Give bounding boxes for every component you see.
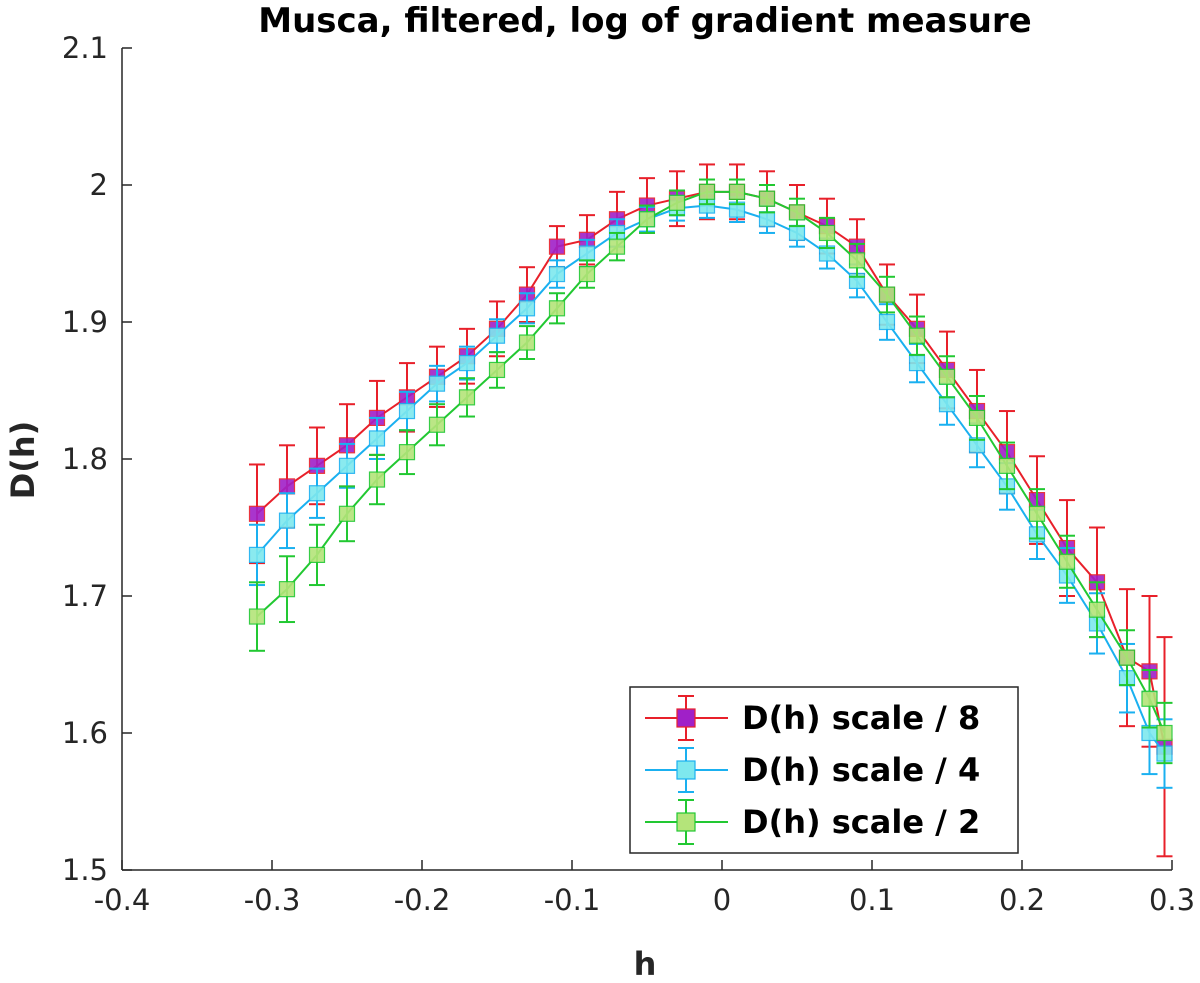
data-point (428, 375, 446, 392)
x-tick-label: -0.3 (244, 883, 301, 917)
data-point (458, 389, 476, 406)
data-point (968, 409, 986, 426)
y-tick-label: 1.9 (62, 305, 108, 339)
series-line (256, 204, 1166, 755)
data-point (248, 505, 266, 522)
data-point (848, 252, 866, 269)
y-tick-label: 1.6 (62, 716, 108, 750)
plot-area (248, 163, 1173, 858)
y-tick-label: 1.8 (62, 442, 108, 476)
x-axis-label: h (634, 945, 657, 983)
series-line (256, 190, 1166, 734)
data-point (728, 183, 746, 200)
data-point (608, 238, 626, 255)
data-point (788, 204, 806, 221)
data-point (398, 444, 416, 461)
data-point (1118, 649, 1136, 666)
x-tick-label: 0.2 (999, 883, 1045, 917)
data-point (428, 416, 446, 433)
data-point (908, 355, 926, 372)
data-point (1088, 601, 1106, 618)
data-point (458, 355, 476, 372)
data-point (548, 300, 566, 317)
data-point (998, 457, 1016, 474)
x-tick-label: -0.4 (94, 883, 151, 917)
data-point (578, 245, 596, 262)
data-point (938, 368, 956, 385)
data-point (548, 238, 566, 255)
data-point (698, 183, 716, 200)
data-point (758, 190, 776, 207)
data-point (1156, 724, 1173, 742)
legend-marker (676, 760, 696, 780)
data-point (278, 581, 296, 598)
y-tick-label: 1.5 (62, 853, 108, 887)
legend-label: D(h) scale / 4 (742, 751, 980, 789)
series-line (256, 190, 1166, 747)
y-axis-label: D(h) (4, 421, 42, 500)
chart-title: Musca, filtered, log of gradient measure (258, 1, 1031, 41)
series-3 (248, 178, 1173, 765)
y-tick-label: 2 (90, 168, 108, 202)
x-tick-label: 0 (713, 883, 731, 917)
data-point (278, 512, 296, 529)
x-tick-label: 0.1 (849, 883, 895, 917)
axes: -0.4 -0.3 -0.2 -0.1 0 0.1 0.2 0.3 1.5 1.6 1.7 1.8 1.… (62, 31, 1195, 917)
data-point (278, 478, 296, 495)
data-point (338, 457, 356, 474)
data-point (368, 471, 386, 488)
data-point (638, 211, 656, 228)
legend: D(h) scale / 8 D(h) scale / 4 D(h) scale /… (629, 686, 1019, 854)
y-tick-label: 1.7 (62, 579, 108, 613)
data-point (788, 224, 806, 242)
x-tick-label: -0.1 (544, 883, 601, 917)
data-point (878, 286, 896, 303)
data-point (908, 327, 926, 344)
data-point (818, 224, 836, 242)
legend-marker (676, 812, 696, 832)
data-point (248, 546, 266, 564)
data-point (1028, 505, 1046, 522)
legend-label: D(h) scale / 8 (742, 699, 980, 737)
data-point (488, 361, 506, 379)
data-point (578, 265, 596, 283)
data-point (338, 505, 356, 522)
x-tick-label: 0.3 (1149, 883, 1195, 917)
data-point (1141, 690, 1158, 707)
data-point (668, 194, 686, 211)
data-point (758, 211, 776, 228)
data-point (248, 608, 266, 625)
data-point (368, 430, 386, 447)
data-point (308, 485, 326, 502)
data-point (548, 265, 566, 283)
data-point (518, 334, 536, 351)
data-point (308, 546, 326, 564)
data-point (398, 402, 416, 420)
data-point (518, 300, 536, 317)
data-point (488, 327, 506, 344)
data-point (878, 313, 896, 331)
data-point (1058, 553, 1076, 570)
legend-label: D(h) scale / 2 (742, 803, 980, 841)
x-tick-label: -0.2 (394, 883, 451, 917)
legend-marker (676, 708, 696, 728)
y-tick-label: 2.1 (62, 31, 108, 65)
data-point (938, 396, 956, 413)
